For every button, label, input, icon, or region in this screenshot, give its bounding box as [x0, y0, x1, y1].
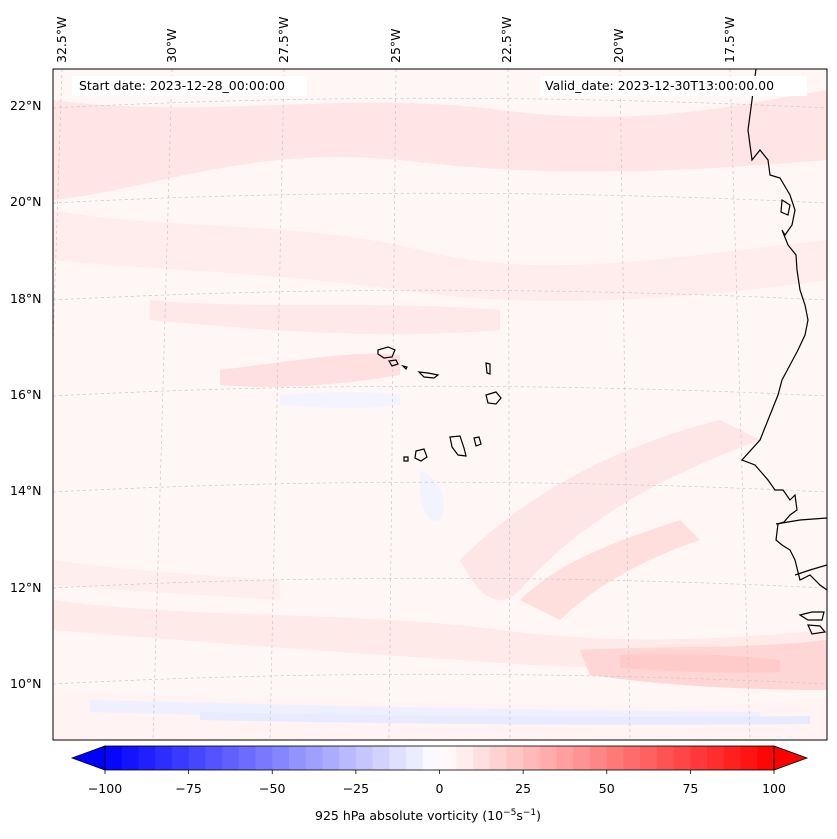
colorbar-block — [255, 746, 273, 770]
colorbar-tick-label: −50 — [259, 781, 286, 796]
colorbar-block — [673, 746, 691, 770]
island-maio — [473, 436, 482, 447]
island-sao-vicente — [388, 359, 399, 367]
colorbar-block — [288, 746, 307, 770]
lat-label-10n: 10°N — [10, 676, 42, 691]
colorbar-tick-label: 50 — [598, 781, 615, 796]
lon-label-22-5w: 22.5°W — [499, 16, 514, 63]
colorbar-block — [205, 746, 223, 770]
colorbar-block — [606, 746, 625, 770]
colorbar-tick-label: 100 — [762, 781, 786, 796]
colorbar-block — [305, 746, 324, 770]
graticule — [53, 69, 827, 740]
vorticity-field — [53, 69, 827, 740]
colorbar-block — [757, 746, 775, 770]
colorbar-block — [422, 746, 441, 770]
start-date-box — [72, 76, 307, 96]
colorbar-block — [539, 746, 558, 770]
cape-verde-islands — [377, 346, 502, 462]
colorbar-gradient — [105, 746, 775, 770]
colorbar-block — [523, 746, 541, 770]
colorbar-block — [238, 746, 257, 770]
colorbar-block — [121, 746, 140, 770]
colorbar-min-extend — [70, 745, 106, 771]
colorbar-label-exp1: −5 — [503, 808, 517, 818]
valid-date-box — [540, 76, 807, 96]
colorbar-block — [322, 746, 340, 770]
colorbar-block — [389, 746, 407, 770]
start-date-label: Start date: 2023-12-28_00:00:00 — [79, 78, 285, 93]
colorbar-label: 925 hPa absolute vorticity (10−5s−1) — [315, 808, 541, 823]
lon-label-20w: 20°W — [611, 28, 626, 63]
colorbar-label-mid: s — [516, 808, 523, 824]
coastline-west-africa — [740, 69, 827, 591]
colorbar-label-suffix: ) — [536, 808, 542, 824]
island-fogo — [414, 448, 428, 462]
colorbar-label-exp2: −1 — [522, 808, 537, 818]
colorbar-block — [690, 746, 708, 770]
colorbar-label-prefix: 925 hPa absolute vorticity (10 — [315, 808, 504, 824]
colorbar-max-extend — [773, 745, 809, 771]
colorbar-block — [222, 746, 240, 770]
island-sao-nicolau — [417, 371, 440, 379]
colorbar-block — [723, 746, 742, 770]
colorbar-tick-marks — [104, 770, 775, 774]
island-santa-luzia — [401, 364, 408, 371]
valid-date-label: Valid_date: 2023-12-30T13:00:00.00 — [545, 78, 775, 93]
island-santiago — [449, 435, 467, 457]
colorbar-block — [590, 746, 608, 770]
colorbar-block — [506, 746, 524, 770]
colorbar-block — [573, 746, 591, 770]
coastline — [740, 69, 827, 635]
colorbar-block — [105, 746, 123, 770]
colorbar-block — [489, 746, 508, 770]
island-sal — [485, 362, 491, 375]
island-boa-vista — [485, 391, 502, 405]
colorbar-block — [406, 746, 424, 770]
colorbar-block — [740, 746, 758, 770]
lon-label-30w: 30°W — [164, 28, 179, 63]
lat-label-20n: 20°N — [10, 194, 42, 209]
lat-label-18n: 18°N — [10, 291, 42, 306]
colorbar-block — [472, 746, 491, 770]
lon-label-17-5w: 17.5°W — [722, 16, 737, 63]
lat-label-12n: 12°N — [10, 580, 42, 595]
colorbar-block — [707, 746, 725, 770]
colorbar-tick-label: −25 — [342, 781, 370, 796]
island-brava — [403, 456, 409, 462]
colorbar-block — [272, 746, 290, 770]
island-santo-antao — [377, 346, 396, 359]
colorbar-tick-label: −100 — [87, 781, 123, 796]
lat-label-14n: 14°N — [10, 483, 42, 498]
lat-label-22n: 22°N — [10, 98, 42, 113]
colorbar-block — [656, 746, 675, 770]
colorbar-block — [456, 746, 474, 770]
colorbar-block — [623, 746, 641, 770]
colorbar-block — [339, 746, 357, 770]
colorbar-tick-label: 25 — [515, 781, 532, 796]
colorbar-tick-label: −75 — [175, 781, 202, 796]
colorbar-block — [372, 746, 390, 770]
map-frame — [52, 68, 828, 741]
colorbar-tick-label: 0 — [435, 781, 444, 796]
lon-label-25w: 25°W — [388, 28, 403, 63]
colorbar-tick-label: 75 — [682, 781, 699, 796]
lon-label-27-5w: 27.5°W — [276, 16, 291, 63]
colorbar-block — [188, 746, 206, 770]
lat-label-16n: 16°N — [10, 387, 42, 402]
colorbar-block — [171, 746, 190, 770]
colorbar-block — [640, 746, 658, 770]
colorbar-block — [138, 746, 156, 770]
colorbar-block — [439, 746, 457, 770]
lon-label-32-5w: 32.5°W — [54, 16, 69, 63]
colorbar-block — [556, 746, 574, 770]
colorbar — [70, 745, 809, 774]
colorbar-block — [355, 746, 374, 770]
colorbar-block — [155, 746, 173, 770]
